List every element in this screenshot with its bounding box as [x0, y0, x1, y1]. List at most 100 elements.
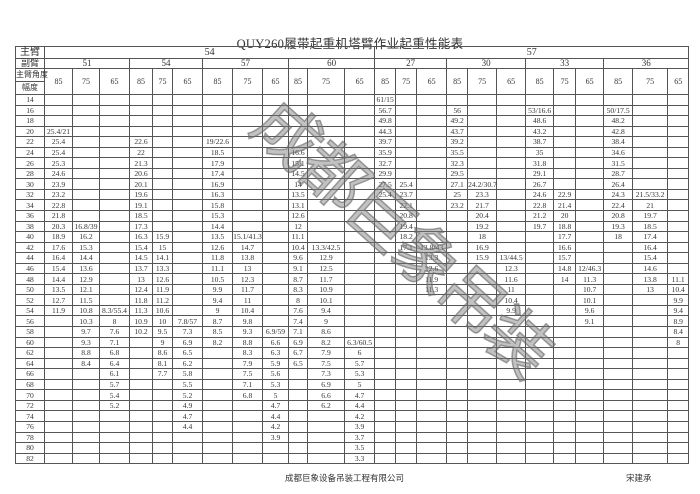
capacity-cell: 6.3/60.5 — [343, 336, 376, 349]
angle-header: 85 — [129, 68, 153, 95]
angle-header: 85 — [525, 68, 555, 95]
capacity-cell: 10.4 — [496, 294, 527, 306]
capacity-cell — [262, 262, 289, 275]
capacity-cell — [553, 357, 577, 370]
capacity-cell: 26.7 — [525, 178, 555, 190]
capacity-cell: 5.2 — [172, 389, 203, 401]
capacity-cell — [44, 115, 73, 127]
table-row: 48 14.4 12.9 13 12.6 10.5 12.3 8.7 11.7 11.9 11.6 1… — [15, 273, 690, 285]
capacity-cell — [525, 452, 555, 465]
capacity-cell: 8 — [667, 336, 690, 349]
capacity-cell: 21.8 — [44, 210, 73, 222]
capacity-cell: 8.3 — [232, 347, 263, 359]
capacity-cell — [553, 167, 577, 180]
radius-cell: 50 — [15, 283, 45, 296]
capacity-cell — [395, 326, 418, 338]
capacity-cell — [525, 431, 555, 444]
capacity-cell: 10.1 — [575, 294, 605, 306]
capacity-cell: 18.5 — [129, 210, 153, 222]
capacity-cell — [172, 252, 203, 264]
capacity-cell: 6.5 — [288, 357, 308, 370]
capacity-cell: 12.6 — [202, 241, 233, 254]
capacity-cell — [416, 220, 448, 233]
table-row: 68 5.7 5.5 7.1 5.3 6.9 5 — [15, 378, 690, 391]
capacity-cell — [467, 283, 498, 296]
capacity-cell — [202, 420, 233, 433]
capacity-cell — [232, 136, 263, 148]
capacity-cell: 20 — [553, 210, 577, 222]
capacity-cell — [99, 210, 130, 222]
capacity-cell — [72, 399, 100, 412]
capacity-cell — [99, 294, 130, 306]
capacity-cell: 9.7 — [72, 326, 100, 338]
capacity-cell — [553, 452, 577, 465]
capacity-cell — [129, 104, 153, 117]
capacity-cell — [72, 452, 100, 465]
capacity-cell — [99, 199, 130, 211]
capacity-cell — [374, 273, 397, 285]
capacity-cell — [99, 167, 130, 180]
capacity-cell — [172, 136, 203, 148]
capacity-cell: 15 — [152, 241, 173, 254]
capacity-cell — [152, 378, 173, 391]
capacity-cell — [395, 294, 418, 306]
capacity-cell — [343, 104, 376, 117]
capacity-cell — [496, 442, 527, 454]
capacity-cell: 23.9 — [44, 178, 73, 190]
capacity-cell: 16.3 — [129, 231, 153, 243]
capacity-cell — [307, 167, 345, 180]
capacity-cell — [603, 442, 634, 454]
capacity-cell — [152, 188, 173, 201]
capacity-cell: 10.4 — [232, 304, 263, 317]
capacity-cell — [667, 231, 690, 243]
capacity-cell: 15.8 — [202, 199, 233, 211]
angle-header: 85 — [446, 68, 469, 95]
capacity-cell: 19.2 — [467, 220, 498, 233]
angle-header: 75 — [632, 68, 669, 95]
capacity-cell — [525, 389, 555, 401]
capacity-cell — [395, 304, 418, 317]
capacity-cell — [446, 283, 469, 296]
capacity-cell: 35 — [525, 146, 555, 159]
capacity-cell — [395, 315, 418, 328]
capacity-cell — [172, 188, 203, 201]
capacity-cell — [152, 167, 173, 180]
capacity-cell: 29.5 — [446, 167, 469, 180]
capacity-cell — [525, 420, 555, 433]
capacity-cell — [99, 410, 130, 422]
capacity-cell: 9.6 — [288, 252, 308, 264]
capacity-cell — [172, 241, 203, 254]
capacity-cell — [575, 199, 605, 211]
capacity-cell — [72, 94, 100, 106]
table-row: 58 9.7 7.6 10.2 9.5 7.3 8.5 9.3 6.9/59 7.1 8.6 8.4 — [15, 326, 690, 338]
capacity-cell — [374, 252, 397, 264]
capacity-cell — [152, 431, 173, 444]
capacity-cell: 18.5 — [632, 220, 669, 233]
capacity-cell: 8.8 — [72, 347, 100, 359]
capacity-cell: 9 — [152, 336, 173, 349]
capacity-cell: 32.3 — [446, 157, 469, 169]
capacity-cell: 22 — [129, 146, 153, 159]
capacity-cell: 11.8 — [202, 252, 233, 264]
capacity-cell — [575, 410, 605, 422]
capacity-cell — [374, 399, 397, 412]
capacity-cell — [632, 326, 669, 338]
capacity-cell — [416, 389, 448, 401]
angle-header: 85 — [603, 68, 634, 95]
capacity-cell — [467, 304, 498, 317]
capacity-cell — [374, 368, 397, 380]
capacity-cell: 25.4/21 — [44, 125, 73, 138]
capacity-cell: 6.6 — [307, 389, 345, 401]
capacity-cell — [525, 326, 555, 338]
capacity-cell — [446, 210, 469, 222]
capacity-cell: 20.3 — [44, 220, 73, 233]
capacity-cell — [667, 442, 690, 454]
capacity-cell — [129, 125, 153, 138]
capacity-cell — [72, 188, 100, 201]
capacity-cell: 23.2 — [44, 188, 73, 201]
capacity-cell — [416, 420, 448, 433]
table-row: 54 11.9 10.8 8.3/55.4 11.3 10.6 9 10.4 7.6 9.4 9.9… — [15, 304, 690, 317]
capacity-cell — [172, 431, 203, 444]
capacity-cell: 4.2 — [343, 410, 376, 422]
capacity-cell — [632, 146, 669, 159]
